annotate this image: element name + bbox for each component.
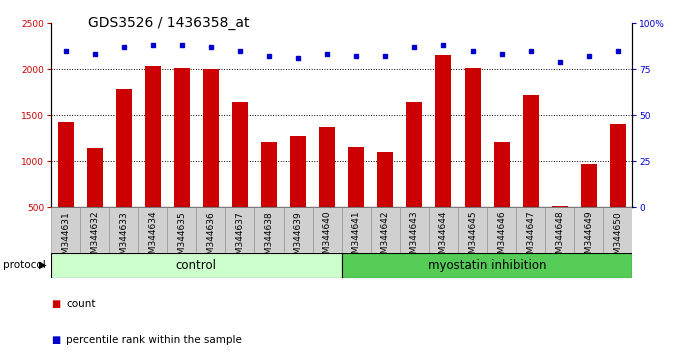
Bar — [319, 127, 335, 253]
Bar — [487, 207, 516, 253]
Text: count: count — [66, 299, 95, 309]
Text: percentile rank within the sample: percentile rank within the sample — [66, 335, 242, 345]
Bar — [174, 68, 190, 253]
Text: GSM344634: GSM344634 — [148, 211, 157, 266]
Bar — [371, 207, 400, 253]
Text: myostatin inhibition: myostatin inhibition — [428, 259, 546, 272]
Text: GSM344650: GSM344650 — [613, 211, 622, 266]
Text: GSM344648: GSM344648 — [556, 211, 564, 266]
Bar — [551, 206, 568, 253]
Text: GSM344631: GSM344631 — [61, 211, 70, 266]
Bar — [313, 207, 341, 253]
Text: GSM344638: GSM344638 — [265, 211, 273, 266]
Bar — [197, 207, 225, 253]
Text: GSM344646: GSM344646 — [497, 211, 506, 266]
Bar — [610, 124, 626, 253]
Text: ■: ■ — [51, 299, 61, 309]
Text: protocol: protocol — [3, 260, 46, 270]
Bar — [516, 207, 545, 253]
Text: GSM344632: GSM344632 — [90, 211, 99, 266]
Bar — [581, 164, 597, 253]
Text: GSM344639: GSM344639 — [294, 211, 303, 266]
Bar — [232, 102, 248, 253]
Bar — [261, 142, 277, 253]
Bar — [545, 207, 575, 253]
Bar — [109, 207, 138, 253]
Bar — [348, 147, 364, 253]
Bar — [377, 152, 393, 253]
Bar — [342, 253, 632, 278]
Text: GSM344642: GSM344642 — [381, 211, 390, 265]
Bar — [494, 142, 509, 253]
Bar — [429, 207, 458, 253]
Bar — [225, 207, 254, 253]
Bar — [167, 207, 197, 253]
Bar — [400, 207, 429, 253]
Bar — [603, 207, 632, 253]
Text: control: control — [176, 259, 217, 272]
Bar — [290, 136, 306, 253]
Bar — [342, 207, 371, 253]
Text: GDS3526 / 1436358_at: GDS3526 / 1436358_at — [88, 16, 250, 30]
Text: GSM344640: GSM344640 — [323, 211, 332, 266]
Bar — [458, 207, 487, 253]
Text: GSM344649: GSM344649 — [584, 211, 593, 266]
Bar — [407, 102, 422, 253]
Bar — [80, 207, 109, 253]
Bar — [254, 207, 284, 253]
Bar — [116, 89, 132, 253]
Bar — [145, 66, 160, 253]
Text: GSM344633: GSM344633 — [119, 211, 128, 266]
Bar — [51, 253, 341, 278]
Bar — [51, 207, 80, 253]
Bar — [58, 122, 73, 253]
Bar — [523, 95, 539, 253]
Text: ▶: ▶ — [39, 260, 47, 270]
Bar — [86, 148, 103, 253]
Text: GSM344635: GSM344635 — [177, 211, 186, 266]
Text: GSM344643: GSM344643 — [410, 211, 419, 266]
Text: GSM344647: GSM344647 — [526, 211, 535, 266]
Bar — [574, 207, 603, 253]
Text: GSM344645: GSM344645 — [468, 211, 477, 266]
Bar — [284, 207, 313, 253]
Bar — [203, 69, 219, 253]
Text: GSM344637: GSM344637 — [235, 211, 244, 266]
Bar — [138, 207, 167, 253]
Bar — [435, 55, 452, 253]
Text: GSM344641: GSM344641 — [352, 211, 360, 266]
Text: GSM344644: GSM344644 — [439, 211, 448, 265]
Text: GSM344636: GSM344636 — [207, 211, 216, 266]
Bar — [464, 68, 481, 253]
Text: ■: ■ — [51, 335, 61, 345]
